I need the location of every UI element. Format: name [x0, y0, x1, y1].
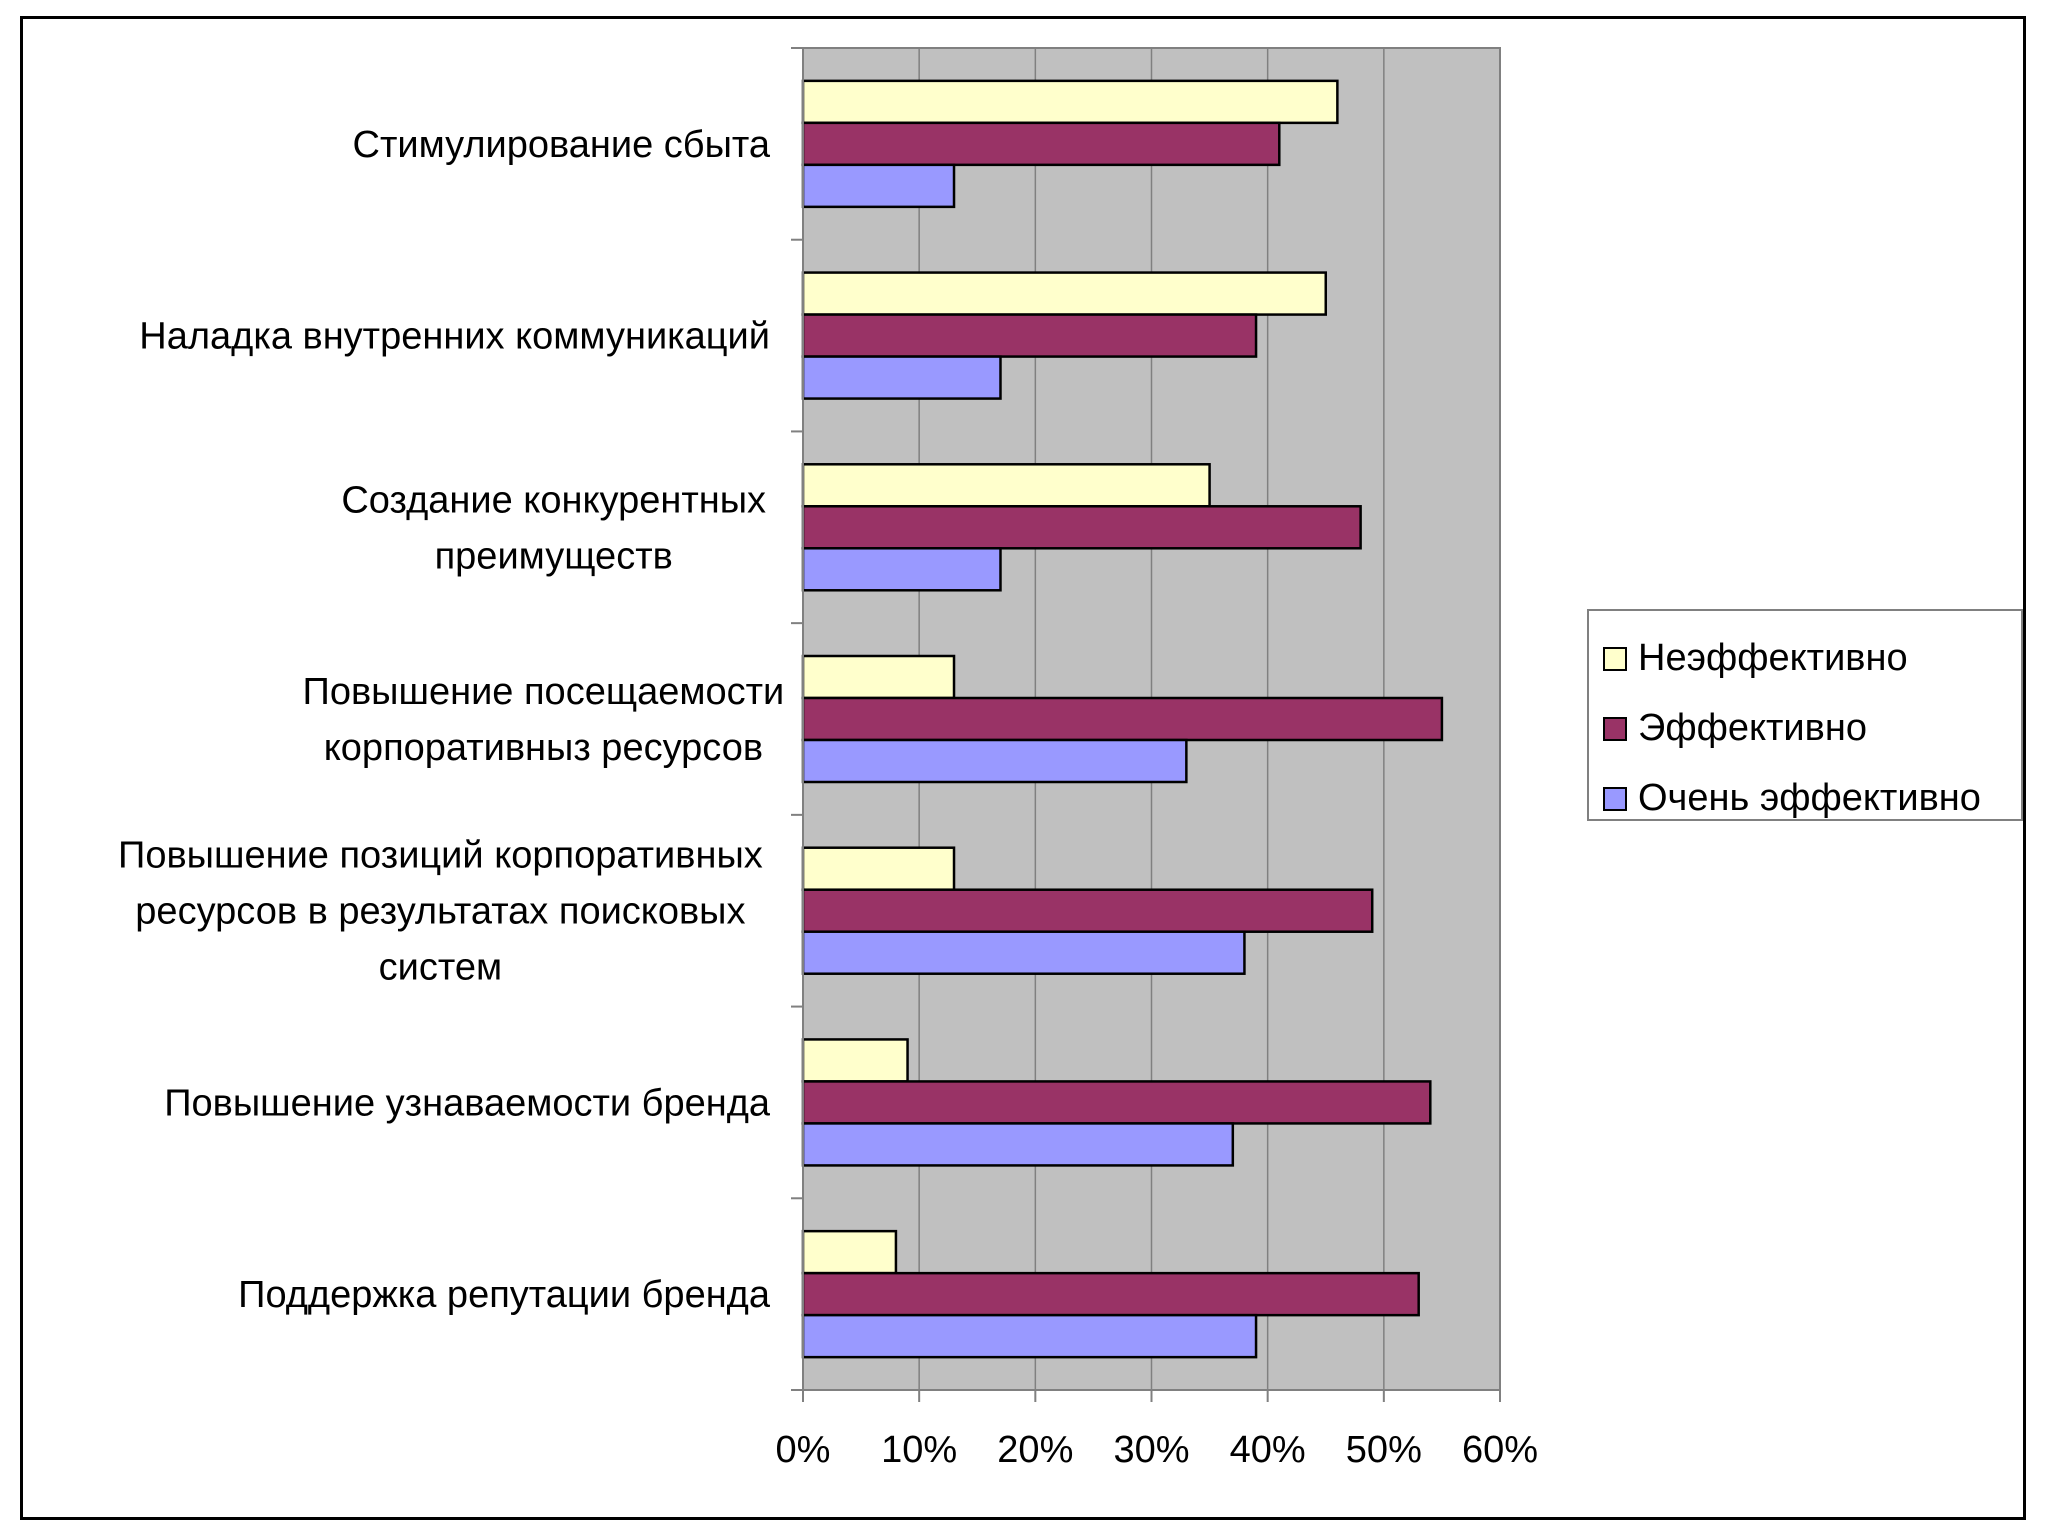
legend-label: Очень эффективно — [1638, 777, 1981, 819]
legend-label: Неэффективно — [1638, 637, 1908, 679]
x-tick-label: 20% — [997, 1429, 1073, 1471]
bar-2-1 — [801, 121, 1281, 167]
x-tick-label: 0% — [776, 1429, 831, 1471]
bar-2-7 — [801, 1271, 1420, 1317]
x-tick-label: 30% — [1113, 1429, 1189, 1471]
category-label-line: Наладка внутренних коммуникаций — [139, 316, 770, 358]
bar-3-3 — [801, 547, 1002, 592]
bar-2-2 — [801, 313, 1258, 358]
bar-3-2 — [801, 355, 1002, 400]
category-label-line: систем — [379, 947, 502, 989]
bar-2-5 — [801, 888, 1374, 933]
axes: 0% 10% 20% 30% 40% 50% 60% — [776, 47, 1538, 1471]
category-label-line: Создание конкурентных — [341, 479, 766, 521]
category-label-line: Стимулирование сбыта — [353, 124, 771, 166]
category-label-line: Повышение позиций корпоративных — [118, 835, 763, 877]
bar-2-4 — [801, 696, 1444, 742]
category-label-line: ресурсов в результатах поисковых — [135, 891, 745, 933]
legend-swatch — [1603, 717, 1627, 741]
category-label: Повышение посещаемости корпоративныз ресу… — [303, 671, 785, 769]
x-tick-label: 60% — [1462, 1429, 1538, 1471]
bar-1-6 — [801, 1038, 909, 1083]
category-label: Наладка внутренних коммуникаций — [139, 316, 770, 358]
bars — [801, 79, 1444, 1359]
category-labels: Стимулирование сбыта Наладка внутренних к… — [118, 124, 784, 1316]
legend-label: Эффективно — [1638, 707, 1867, 749]
bar-1-1 — [801, 79, 1339, 125]
category-label: Поддержка репутации бренда — [238, 1274, 771, 1316]
x-tick-label: 10% — [881, 1429, 957, 1471]
bar-1-2 — [801, 271, 1327, 316]
x-tick-label: 40% — [1230, 1429, 1306, 1471]
x-tick-label: 50% — [1346, 1429, 1422, 1471]
bar-1-5 — [801, 846, 956, 891]
bar-2-6 — [801, 1080, 1432, 1125]
bar-1-3 — [801, 463, 1211, 508]
bar-2-3 — [801, 505, 1362, 550]
bar-1-4 — [801, 654, 956, 700]
legend-swatch — [1603, 787, 1627, 811]
legend-swatch — [1603, 647, 1627, 671]
category-label: Повышение узнаваемости бренда — [164, 1082, 771, 1124]
bar-3-4 — [801, 738, 1188, 784]
legend-box — [1587, 609, 2023, 821]
bar-3-7 — [801, 1313, 1258, 1359]
bar-3-6 — [801, 1122, 1235, 1167]
category-label: Повышение позиций корпоративных ресурсов … — [118, 835, 763, 989]
category-label-line: Повышение узнаваемости бренда — [164, 1082, 771, 1124]
category-label-line: корпоративныз ресурсов — [324, 727, 763, 769]
category-label-line: Поддержка репутации бренда — [238, 1274, 771, 1316]
bar-3-5 — [801, 930, 1246, 975]
category-label-line: Повышение посещаемости — [303, 671, 785, 713]
bar-1-7 — [801, 1229, 898, 1275]
legend: Неэффективно Эффективно Очень эффективно — [1587, 609, 2023, 821]
category-label: Создание конкурентных преимуществ — [341, 479, 766, 577]
category-label-line: преимуществ — [435, 535, 673, 577]
category-label: Стимулирование сбыта — [353, 124, 771, 166]
bar-3-1 — [801, 163, 956, 209]
